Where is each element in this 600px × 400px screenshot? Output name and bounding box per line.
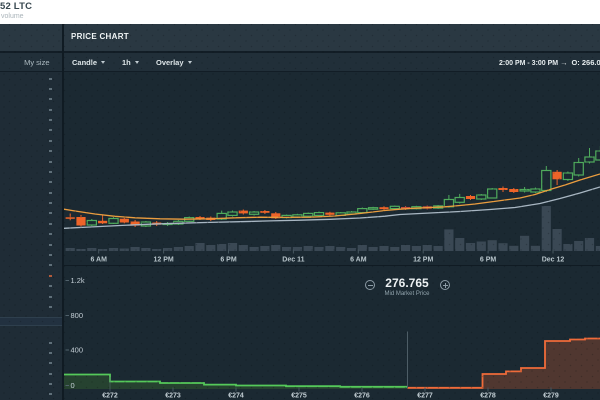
svg-text:400: 400 [71,346,84,355]
svg-text:800: 800 [71,311,84,320]
svg-text:6 AM: 6 AM [90,257,107,264]
svg-text:6 AM: 6 AM [350,257,367,264]
svg-text:€276: €276 [354,393,370,400]
svg-text:€278: €278 [480,393,496,400]
svg-text:6 PM: 6 PM [220,257,237,264]
svg-text:Dec 11: Dec 11 [282,257,304,264]
svg-text:€277: €277 [417,393,433,400]
svg-text:€275: €275 [291,393,307,400]
svg-text:12 PM: 12 PM [153,257,173,264]
svg-text:€274: €274 [228,393,244,400]
svg-text:€272: €272 [102,393,118,400]
svg-text:Dec 12: Dec 12 [542,257,565,264]
svg-text:12 PM: 12 PM [413,257,433,264]
svg-text:1.2k: 1.2k [71,276,85,285]
svg-text:6 PM: 6 PM [480,257,497,264]
svg-text:€273: €273 [165,393,181,400]
svg-text:0: 0 [71,381,75,390]
svg-text:€279: €279 [543,393,559,400]
